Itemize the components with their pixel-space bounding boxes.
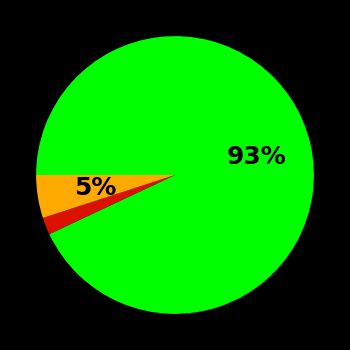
- Text: 5%: 5%: [74, 176, 117, 199]
- Wedge shape: [36, 175, 175, 218]
- Wedge shape: [43, 175, 175, 234]
- Wedge shape: [36, 36, 314, 314]
- Text: 93%: 93%: [226, 145, 286, 169]
